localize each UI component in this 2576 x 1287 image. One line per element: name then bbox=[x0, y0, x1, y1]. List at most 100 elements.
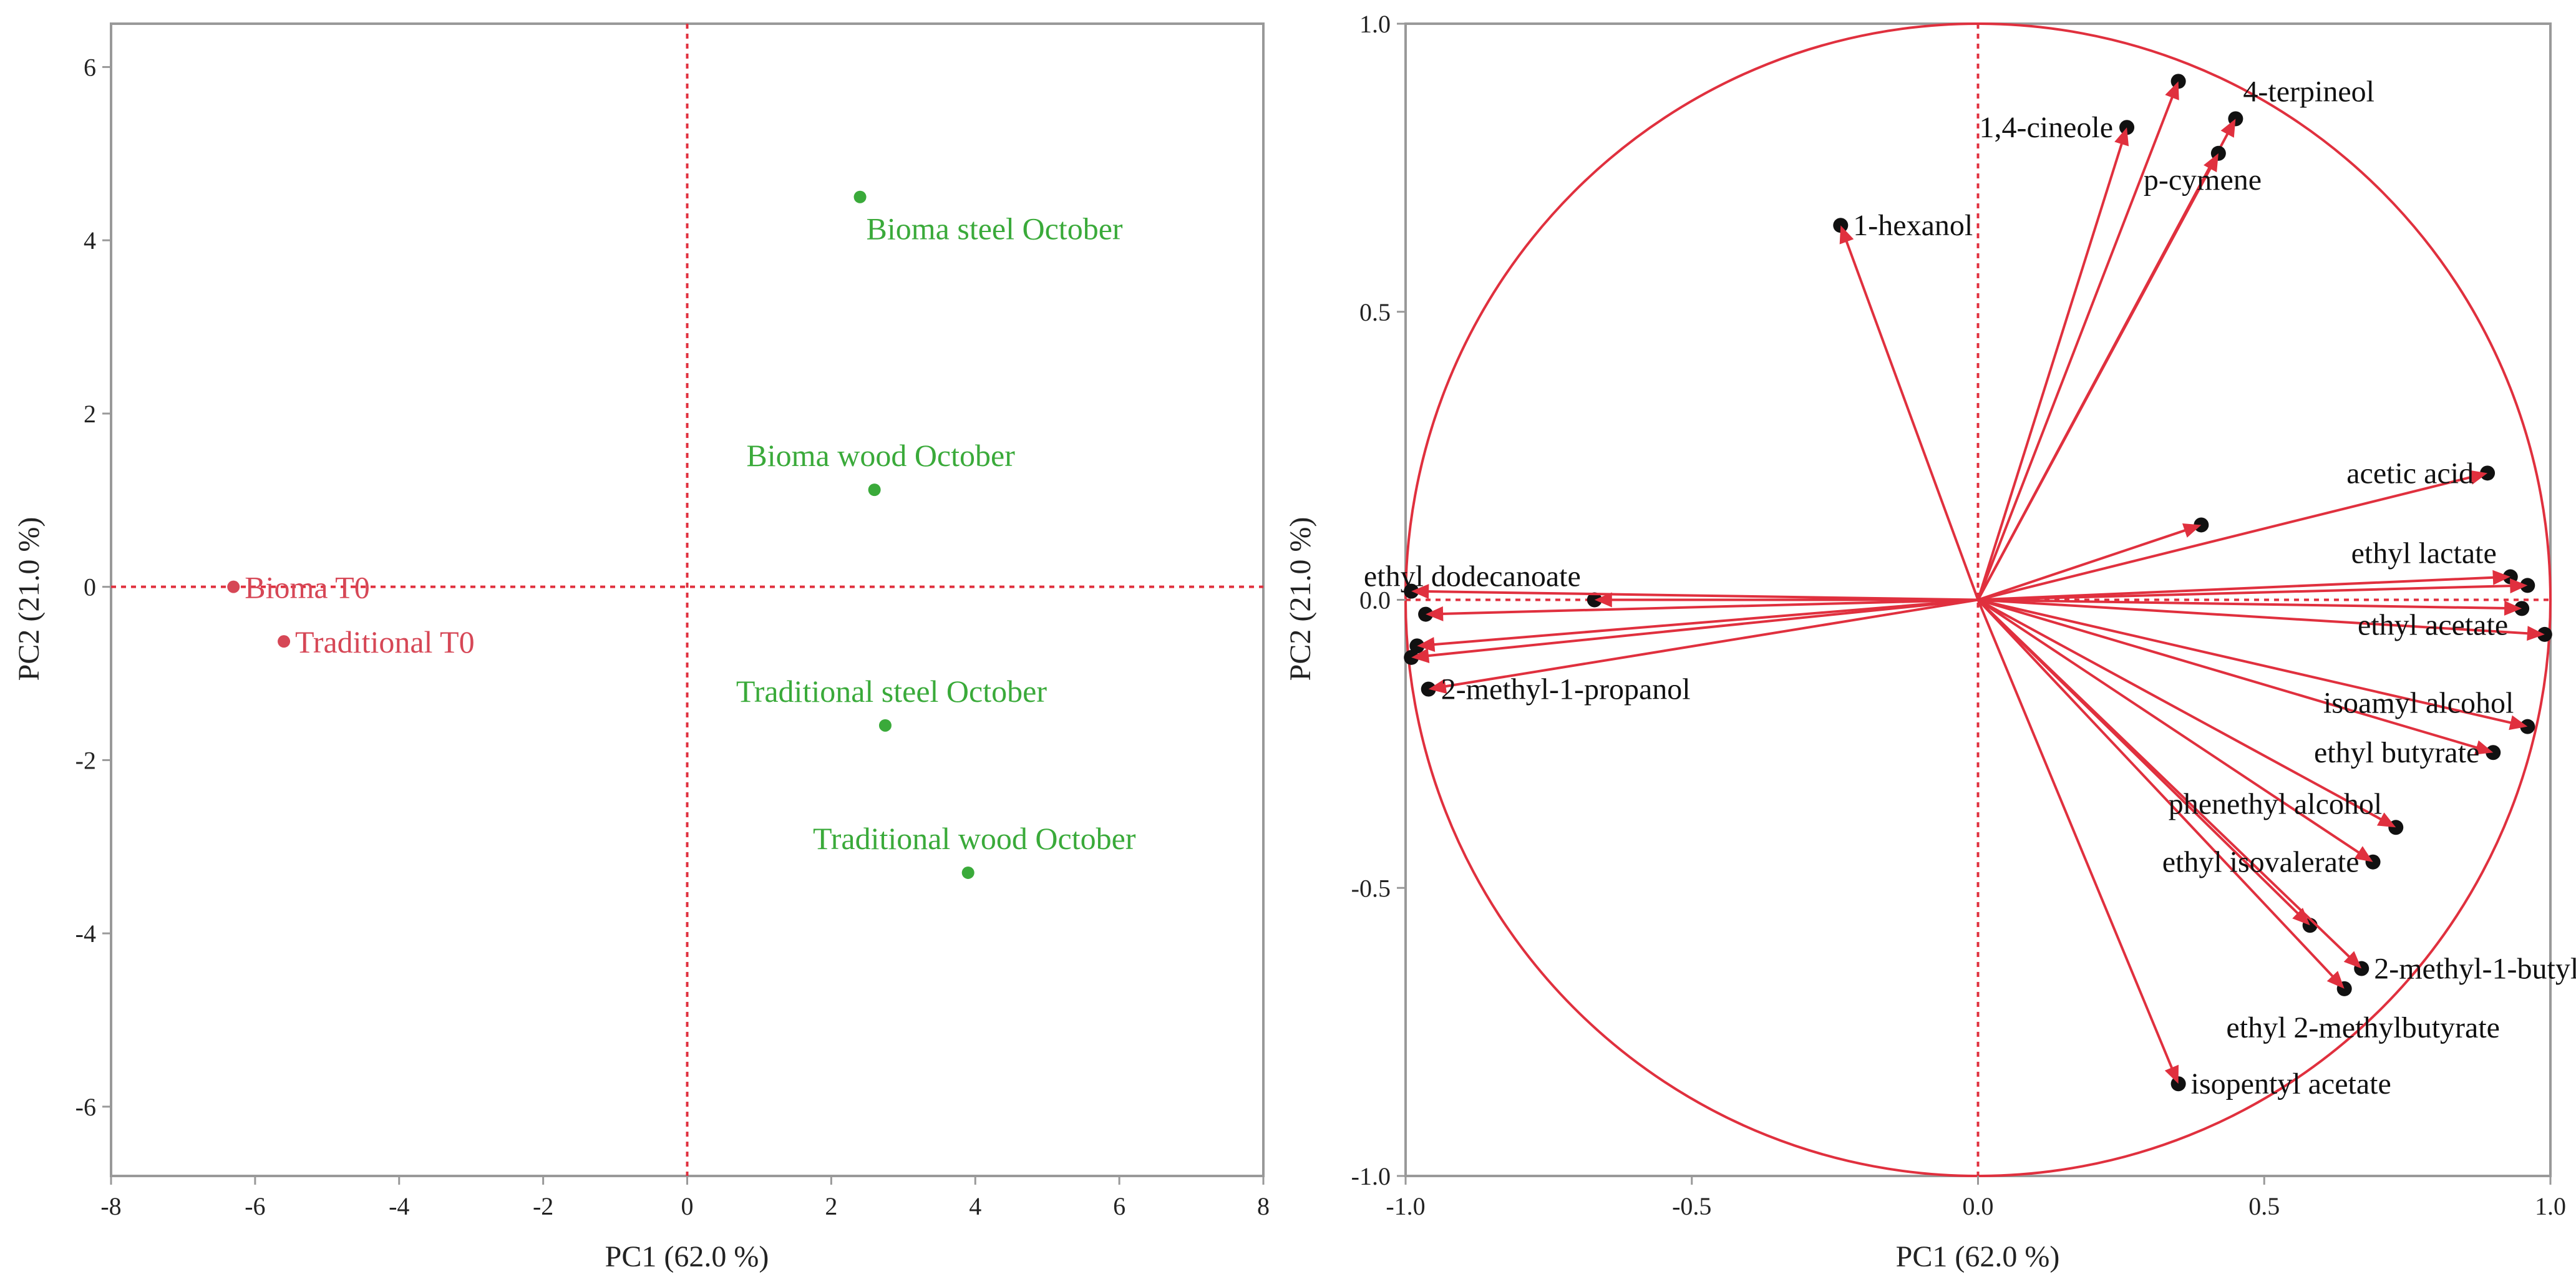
loading-arrowhead bbox=[2292, 908, 2310, 926]
loading-y-tick-label: -0.5 bbox=[1351, 874, 1391, 902]
loading-arrow bbox=[1976, 152, 2220, 601]
loading-arrow bbox=[1978, 598, 2545, 636]
loading-arrowhead bbox=[2204, 153, 2219, 173]
score-x-tick-label: 0 bbox=[681, 1192, 694, 1220]
loading-x-tick-label: -0.5 bbox=[1672, 1192, 1711, 1220]
loading-arrowhead bbox=[2376, 812, 2396, 828]
loading-variable-label: 2-methyl-1-propanol bbox=[1441, 673, 1691, 706]
score-y-tick-label: -6 bbox=[75, 1093, 96, 1121]
score-plot-x-axis-title: PC1 (62.0 %) bbox=[605, 1240, 769, 1273]
loading-arrowhead bbox=[1411, 584, 1429, 600]
loading-variable-label: 2-methyl-1-butyl acetate bbox=[2374, 953, 2576, 986]
loading-arrow bbox=[1428, 598, 1978, 691]
loading-arrowhead bbox=[1839, 225, 1854, 245]
score-y-tick-label: 0 bbox=[84, 573, 96, 601]
score-point bbox=[853, 190, 867, 203]
loading-arrow bbox=[1977, 598, 2397, 829]
loading-arrowhead bbox=[2509, 578, 2528, 594]
loading-arrowhead bbox=[2469, 470, 2488, 485]
loading-plot-arrows bbox=[1404, 74, 2552, 1092]
loading-y-tick-label: 0.0 bbox=[1359, 586, 1391, 614]
loading-point bbox=[2537, 626, 2552, 642]
loading-variable-label: isopentyl acetate bbox=[2191, 1067, 2391, 1100]
loading-arrow bbox=[1978, 575, 2510, 601]
loading-arrow bbox=[1977, 599, 2363, 969]
loading-arrow bbox=[1978, 598, 2528, 728]
score-point-label: Traditional steel October bbox=[736, 674, 1047, 709]
score-plot-points: Bioma T0 Traditional T0 Bioma steel Octobe… bbox=[227, 190, 1136, 879]
loading-arrow bbox=[1411, 590, 1978, 601]
loading-arrow bbox=[1977, 598, 2374, 863]
loading-arrowhead bbox=[2114, 127, 2129, 147]
loading-variable-label: ethyl butyrate bbox=[2314, 736, 2479, 769]
loading-x-tick-label: 0.5 bbox=[2248, 1192, 2280, 1220]
score-x-tick-label: -2 bbox=[533, 1192, 553, 1220]
loading-arrow bbox=[1411, 598, 1978, 659]
loading-arrow bbox=[1976, 127, 2128, 601]
loading-variable-label: ethyl 2-methylbutyrate bbox=[2226, 1011, 2500, 1044]
loading-arrow bbox=[1977, 523, 2202, 601]
loading-variable-label: acetic acid bbox=[2346, 457, 2474, 490]
score-point-label: Bioma steel October bbox=[867, 211, 1123, 246]
loading-x-tick-label: 1.0 bbox=[2535, 1192, 2566, 1220]
score-x-tick-label: 6 bbox=[1113, 1192, 1125, 1220]
loading-plot-x-ticks: -1.0 -0.5 0.0 0.5 1.0 bbox=[1386, 1176, 2566, 1220]
score-x-tick-label: -4 bbox=[389, 1192, 409, 1220]
loading-arrow bbox=[1976, 599, 2180, 1085]
loading-variable-label: 4-terpineol bbox=[2243, 75, 2374, 108]
loading-arrowhead bbox=[2326, 971, 2345, 989]
loading-x-tick-label: 0.0 bbox=[1963, 1192, 1994, 1220]
loading-arrowhead bbox=[1426, 606, 1444, 621]
score-point bbox=[868, 483, 881, 497]
score-x-tick-label: -8 bbox=[100, 1192, 121, 1220]
score-plot-y-ticks: -6 -4 -2 0 2 4 6 bbox=[75, 53, 111, 1121]
loading-arrowhead bbox=[2220, 119, 2236, 138]
score-point-label: Bioma wood October bbox=[746, 438, 1015, 473]
loading-y-tick-label: 1.0 bbox=[1359, 10, 1391, 38]
loading-plot-labels: 1,4-cineole 4-terpineol p-cymene 1-hexanol a… bbox=[1364, 75, 2576, 1100]
loading-plot-panel: -1.0 -0.5 0.0 0.5 1.0 -1.0 -0.5 0.0 0.5 1.0 1,4-… bbox=[1284, 10, 2576, 1273]
loading-arrowhead bbox=[2504, 600, 2522, 616]
loading-arrowhead bbox=[1411, 648, 1430, 663]
score-y-tick-label: 4 bbox=[84, 226, 96, 255]
score-point bbox=[878, 719, 892, 732]
loading-plot-y-ticks: -1.0 -0.5 0.0 0.5 1.0 bbox=[1351, 10, 1406, 1190]
loading-y-tick-label: -1.0 bbox=[1351, 1162, 1391, 1190]
loading-y-tick-label: 0.5 bbox=[1359, 298, 1391, 326]
loading-variable-label: ethyl dodecanoate bbox=[1364, 560, 1581, 593]
loading-arrowhead bbox=[2527, 626, 2545, 641]
score-point-label: Bioma T0 bbox=[245, 570, 369, 605]
loading-variable-label: p-cymene bbox=[2144, 163, 2262, 197]
loading-arrowhead bbox=[2354, 846, 2373, 862]
loading-variable-label: isoamyl alcohol bbox=[2323, 687, 2514, 720]
score-x-tick-label: 2 bbox=[825, 1192, 837, 1220]
loading-arrowhead bbox=[2165, 81, 2179, 100]
loading-arrowhead bbox=[1417, 637, 1436, 653]
loading-arrowhead bbox=[2474, 740, 2494, 755]
loading-x-tick-label: -1.0 bbox=[1386, 1192, 1425, 1220]
loading-variable-label: ethyl acetate bbox=[2358, 608, 2508, 641]
loading-arrowhead bbox=[1594, 592, 1612, 608]
score-y-tick-label: 2 bbox=[84, 400, 96, 428]
loading-variable-label: phenethyl alcohol bbox=[2169, 787, 2383, 820]
loading-arrow bbox=[1978, 584, 2528, 601]
loading-arrow bbox=[1426, 598, 1978, 616]
loading-arrowhead bbox=[2164, 1064, 2179, 1084]
score-point bbox=[278, 635, 291, 648]
loading-arrow bbox=[1978, 472, 2488, 601]
loading-arrow bbox=[1978, 598, 2522, 610]
loading-arrow bbox=[1976, 80, 2180, 601]
loading-arrowhead bbox=[2182, 523, 2202, 538]
loading-arrow bbox=[1977, 599, 2346, 990]
score-point-label: Traditional T0 bbox=[295, 624, 475, 659]
loading-arrowhead bbox=[2509, 715, 2528, 731]
score-y-tick-label: -4 bbox=[75, 920, 96, 948]
loading-variable-label: 1-hexanol bbox=[1853, 209, 1973, 242]
loading-arrowhead bbox=[2492, 570, 2510, 585]
loading-arrow bbox=[1417, 598, 1978, 648]
score-x-tick-label: 4 bbox=[969, 1192, 981, 1220]
score-x-tick-label: -6 bbox=[245, 1192, 265, 1220]
loading-variable-label: ethyl isovalerate bbox=[2162, 846, 2360, 879]
loading-variable-label: ethyl lactate bbox=[2351, 537, 2497, 570]
